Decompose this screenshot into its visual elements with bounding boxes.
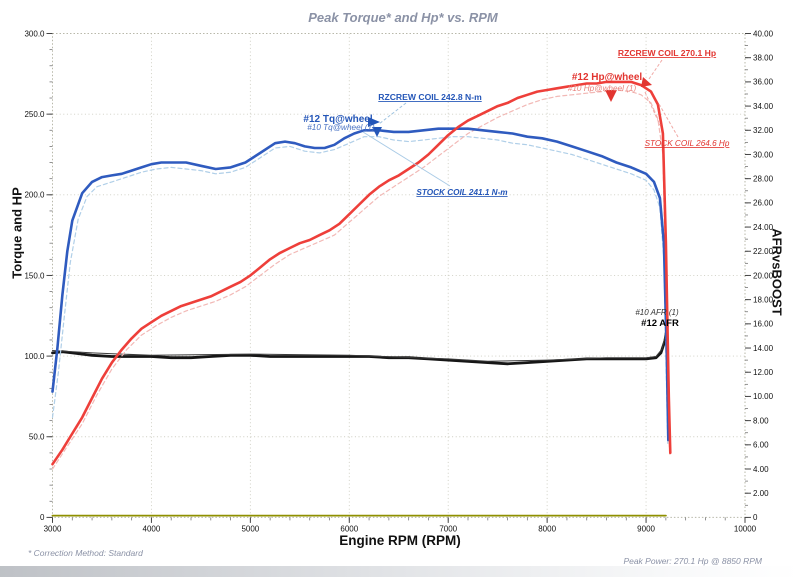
- page-bottom-shade: [0, 566, 800, 577]
- series-curve-4: [51, 89, 671, 470]
- callout-line-3: [644, 91, 661, 126]
- x-axis-title: Engine RPM (RPM): [339, 533, 461, 548]
- x-tick-label: 3000: [44, 524, 62, 533]
- series-curve-1: [52, 333, 667, 362]
- right-tick-label: 22.00: [753, 247, 774, 256]
- right-tick-label: 26.00: [753, 199, 774, 208]
- x-tick-label: 5000: [241, 524, 259, 533]
- hp10-series-label: #10 Hp@wheel (1): [568, 84, 637, 93]
- series-curve-5: [51, 127, 670, 442]
- right-tick-label: 14.00: [753, 344, 774, 353]
- tq12-series-label: #12 Tq@wheel: [303, 114, 372, 125]
- right-tick-label: 34.00: [753, 102, 774, 111]
- series-curve-0: [51, 324, 669, 366]
- right-tick-label: 12.00: [753, 368, 774, 377]
- tq10-series-label: #10 Tq@wheel (1): [307, 123, 375, 132]
- peak-power-note: Peak Power: 270.1 Hp @ 8850 RPM: [623, 556, 762, 566]
- right-tick-label: 36.00: [753, 78, 774, 87]
- left-tick-label: 100.0: [24, 352, 45, 361]
- right-tick-label: 6.00: [753, 441, 769, 450]
- callout-line-0: [378, 102, 407, 125]
- hp12-series-label: #12 Hp@wheel: [572, 72, 643, 83]
- right-tick-label: 24.00: [753, 223, 774, 232]
- x-tick-label: 7000: [439, 524, 457, 533]
- right-tick-label: 30.00: [753, 150, 774, 159]
- callout-line-2: [648, 59, 663, 80]
- left-tick-label: 150.0: [24, 271, 45, 280]
- x-tick-label: 9000: [637, 524, 655, 533]
- left-tick-label: 50.0: [29, 433, 45, 442]
- hp-down-arrow: [605, 90, 617, 102]
- right-tick-label: 4.00: [753, 465, 769, 474]
- right-tick-label: 32.00: [753, 126, 774, 135]
- left-tick-label: 0: [40, 513, 45, 522]
- right-tick-label: 2.00: [753, 489, 769, 498]
- right-tick-label: 8.00: [753, 416, 769, 425]
- hp12-hook-arrow: [641, 77, 652, 87]
- afr12-series-label: #12 AFR: [641, 318, 679, 329]
- x-tick-label: 6000: [340, 524, 358, 533]
- right-tick-label: 20.00: [753, 271, 774, 280]
- tq12-right-arrow: [368, 117, 380, 127]
- chart-title: Peak Torque* and Hp* vs. RPM: [308, 10, 498, 25]
- x-tick-label: 10000: [734, 524, 757, 533]
- right-tick-label: 28.00: [753, 174, 774, 183]
- right-tick-label: 0: [753, 513, 758, 522]
- rzcrew-hp-peak-label: RZCREW COIL 270.1 Hp: [618, 48, 716, 58]
- right-tick-label: 10.00: [753, 392, 774, 401]
- left-tick-label: 200.0: [24, 191, 45, 200]
- tq-down-arrow: [372, 127, 382, 137]
- x-tick-label: 4000: [143, 524, 161, 533]
- stock-tq-peak-label: STOCK COIL 241.1 N-m: [416, 188, 507, 197]
- left-tick-label: 300.0: [24, 29, 45, 38]
- right-tick-label: 40.00: [753, 29, 774, 38]
- correction-method-note: * Correction Method: Standard: [28, 548, 143, 558]
- right-tick-label: 18.00: [753, 295, 774, 304]
- stock-hp-peak-label: STOCK COIL 264.6 Hp: [645, 139, 730, 148]
- right-tick-label: 38.00: [753, 53, 774, 62]
- x-tick-label: 8000: [538, 524, 556, 533]
- left-tick-label: 250.0: [24, 110, 45, 119]
- right-tick-label: 16.00: [753, 320, 774, 329]
- rzcrew-tq-peak-label: RZCREW COIL 242.8 N-m: [378, 92, 482, 102]
- series-curve-6: [51, 80, 672, 466]
- callout-line-4: [658, 103, 679, 138]
- series-curve-3: [51, 136, 669, 446]
- callout-line-1: [362, 131, 451, 187]
- afr10-series-label: #10 AFR (1): [635, 308, 679, 317]
